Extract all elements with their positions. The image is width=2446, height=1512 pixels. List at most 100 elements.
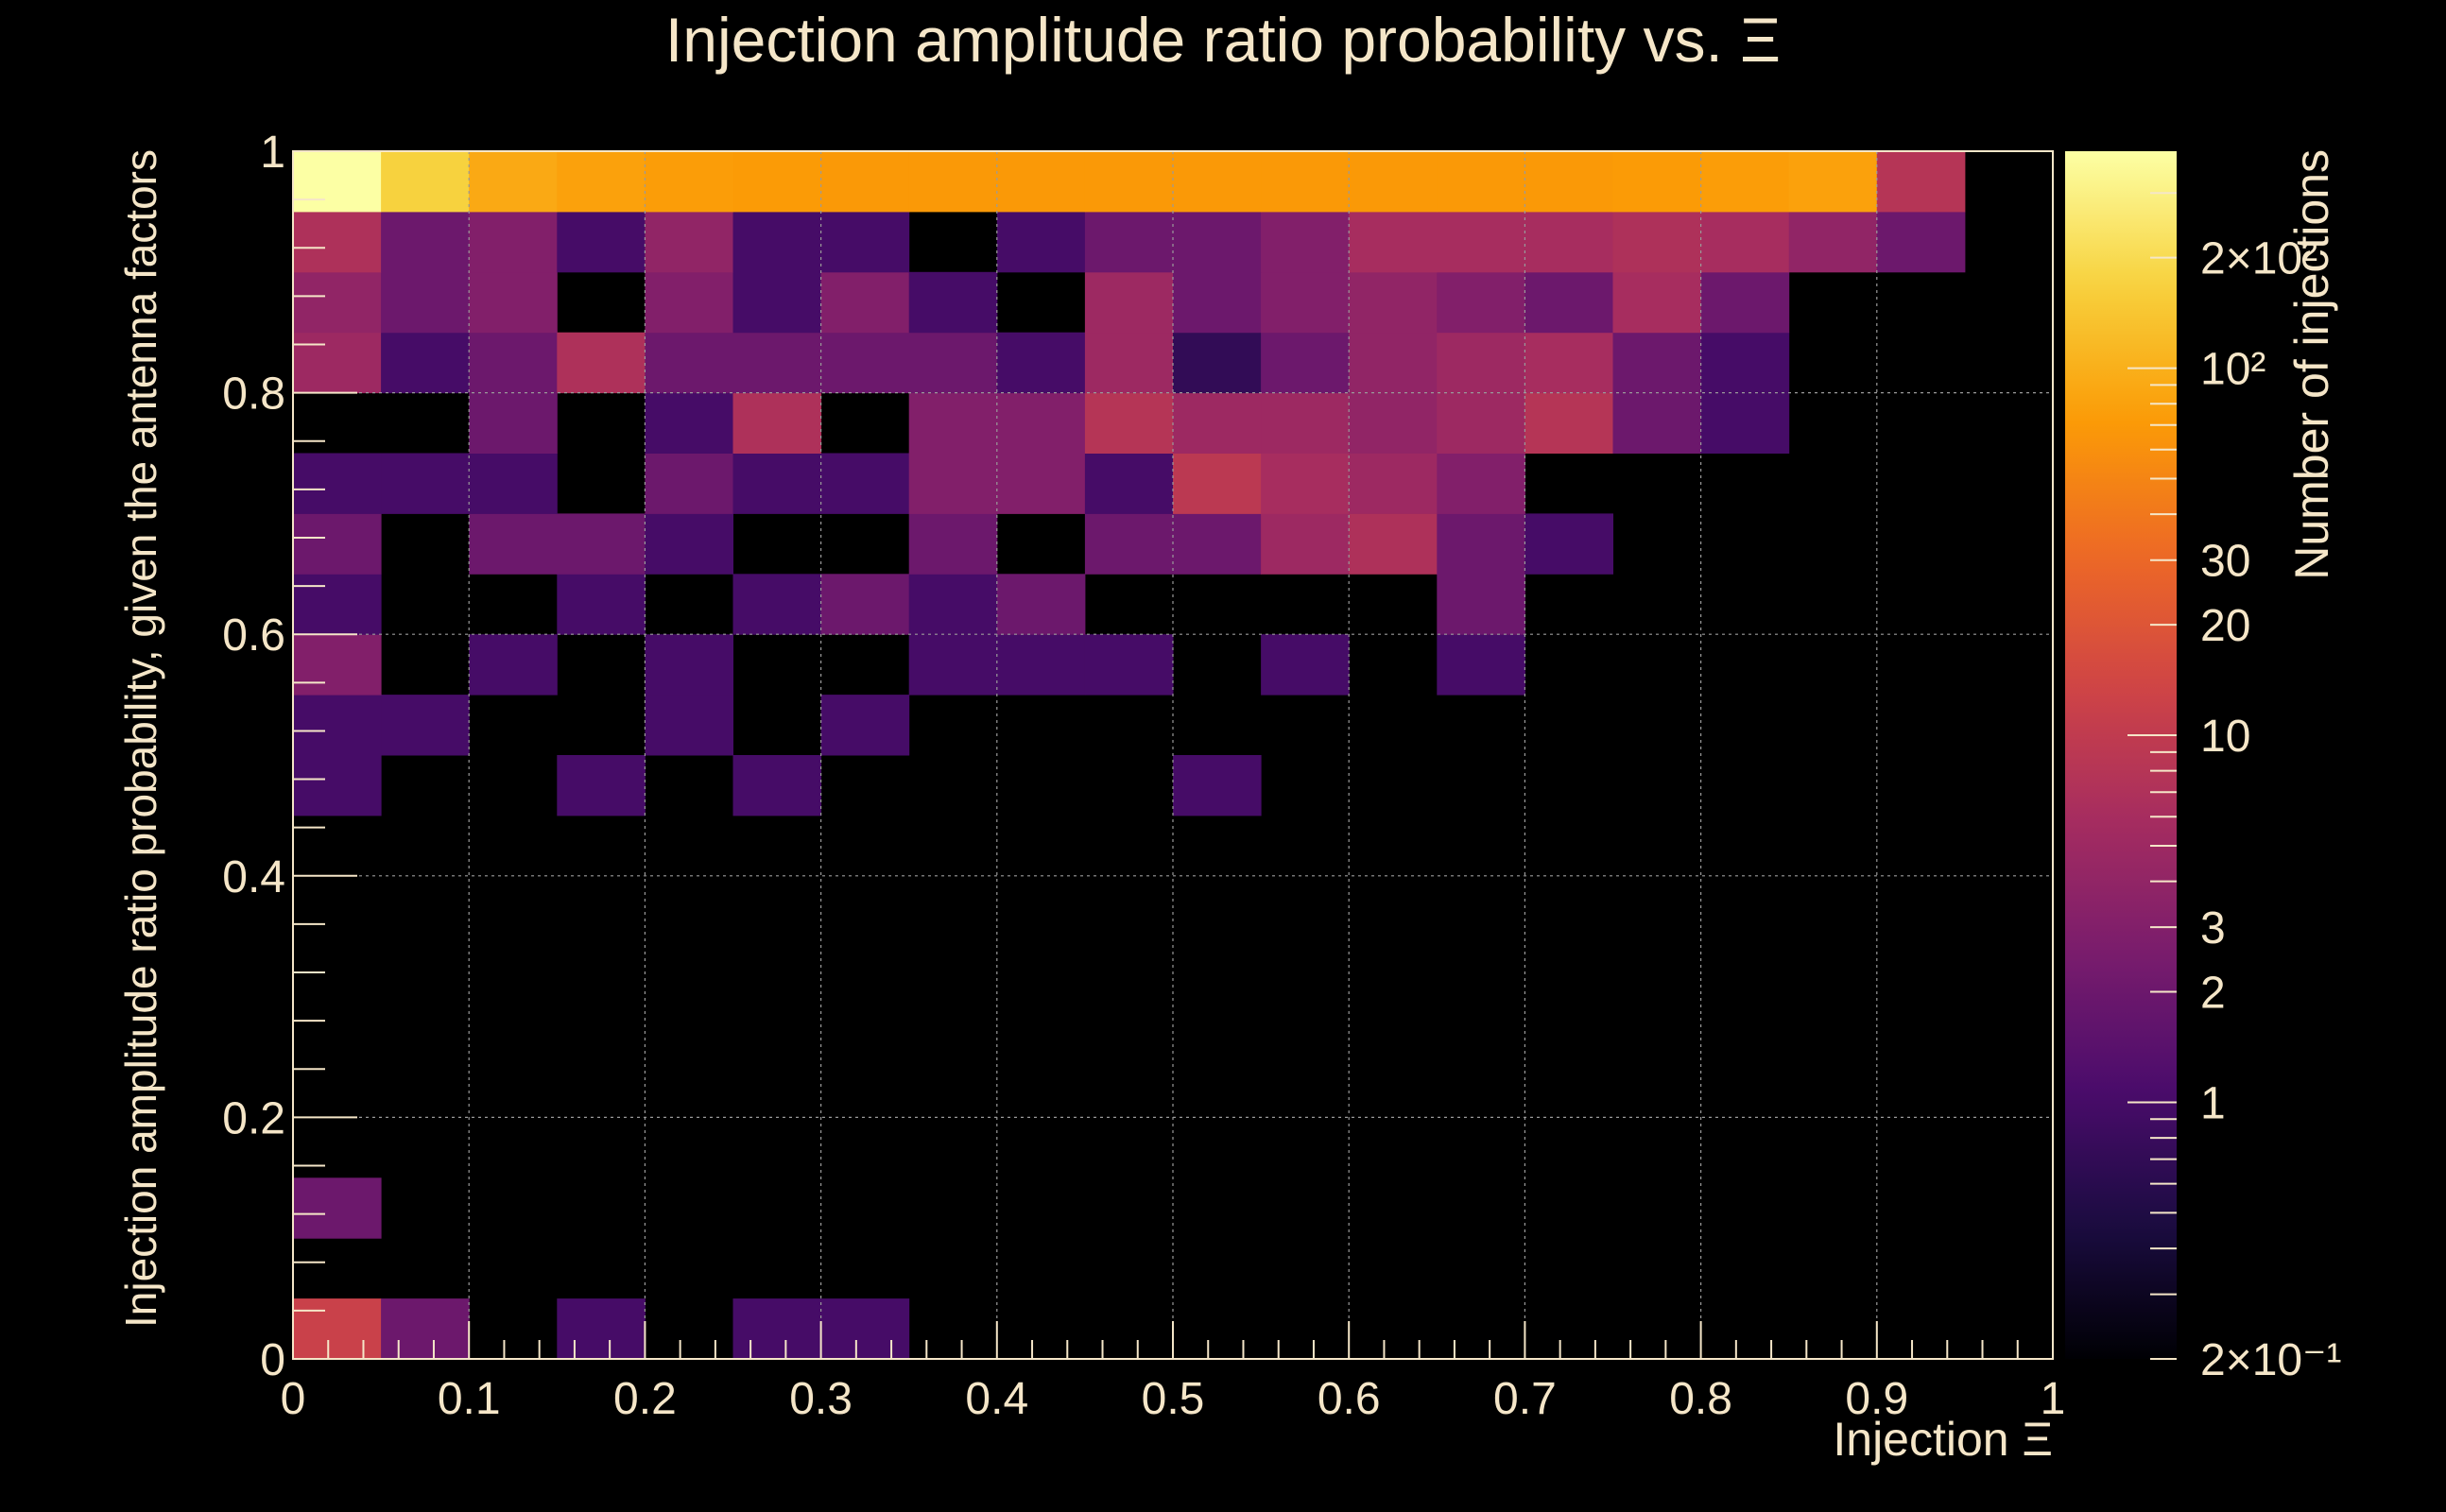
heatmap-cell [908,332,998,394]
heatmap-cell [1349,211,1438,273]
heatmap-cell [469,392,558,454]
heatmap-cell [820,1298,910,1360]
heatmap-cell [996,392,1086,454]
color-scale-label: Number of injections [2285,149,2338,580]
heatmap-cell [996,211,1086,273]
heatmap-cell [1612,271,1702,334]
heatmap-cell [1700,211,1790,273]
heatmap-cell [293,1177,382,1239]
x-tick-label: 0.4 [965,1374,1028,1424]
heatmap-cell [293,1298,382,1360]
heatmap-cell [732,211,822,273]
heatmap-cell [645,332,733,394]
x-tick-label: 0.5 [1142,1374,1205,1424]
heatmap-cell [557,1298,646,1360]
heatmap-cell [557,151,646,213]
heatmap-cell [1173,392,1262,454]
x-tick-label: 0.3 [789,1374,853,1424]
heatmap-cell [645,695,733,756]
color-scale-tick-label: 10² [2200,345,2265,395]
heatmap-cell [1173,755,1262,816]
heatmap-cell [1084,392,1174,454]
heatmap-cell [1261,634,1350,696]
x-tick-label: 0 [281,1374,306,1424]
heatmap-cell [1349,332,1438,394]
heatmap-cell [1084,271,1174,334]
x-axis-label: Injection Ξ [1833,1413,2053,1466]
heatmap-cell [293,695,382,756]
heatmap-cell [1788,151,1878,213]
heatmap-cell [1700,332,1790,394]
heatmap-cell [645,634,733,696]
color-scale-tick-label: 2×10⁻¹ [2200,1335,2341,1385]
color-scale-tick-label: 2×10² [2200,234,2317,284]
heatmap-cell [1437,513,1525,575]
heatmap-cell [293,151,382,213]
heatmap-cell [820,211,910,273]
x-tick-label: 0.2 [613,1374,677,1424]
heatmap-cell [293,271,382,334]
heatmap-cell [1084,151,1174,213]
heatmap-cell [908,513,998,575]
heatmap-cell [1084,513,1174,575]
heatmap-cell [1173,513,1262,575]
heatmap-cell [1084,211,1174,273]
x-tick-label: 0.8 [1669,1374,1732,1424]
heatmap-cell [1700,271,1790,334]
color-scale-ticks: 2×10⁻¹ 1 2 3 10 20 30 10² 2×10² [2127,192,2341,1385]
heatmap-cell [1524,151,1613,213]
x-axis-ticks: 0 0.1 0.2 0.3 0.4 0.5 0.6 0.7 0.8 0.9 1 [281,1321,2066,1424]
heatmap-cell [820,332,910,394]
heatmap-cell [381,453,470,514]
heatmap-cell [1173,332,1262,394]
color-scale-tick-label: 30 [2200,537,2250,587]
heatmap-cell [1876,211,1966,273]
heatmap-cell [1173,453,1262,514]
x-tick-label: 1 [2041,1374,2066,1424]
heatmap-cell [908,271,998,334]
heatmap-cell [1349,513,1438,575]
x-tick-label: 0.7 [1493,1374,1557,1424]
heatmap-cell [1349,151,1438,213]
color-scale-tick-label: 1 [2200,1078,2226,1128]
grid-lines [293,150,2053,1359]
heatmap-cell [381,1298,470,1360]
heatmap-cell [293,513,382,575]
heatmap-cell [732,271,822,334]
heatmap-cell [1612,392,1702,454]
heatmap-cell [1261,211,1350,273]
x-tick-label: 0.6 [1318,1374,1381,1424]
heatmap-cell [732,1298,822,1360]
heatmap-cell [908,151,998,213]
heatmap-cell [469,332,558,394]
x-tick-label: 0.1 [438,1374,501,1424]
heatmap-cell [1524,392,1613,454]
heatmap-cell [557,574,646,635]
heatmap-cell [1261,392,1350,454]
heatmap-cell [1261,271,1350,334]
heatmap-cell [732,574,822,635]
heatmap-cell [293,755,382,816]
y-tick-label: 0.2 [222,1093,285,1143]
heatmap-cell [645,392,733,454]
heatmap-cell [645,513,733,575]
heatmap-cell [645,151,733,213]
heatmap-cell [996,453,1086,514]
heatmap-cell [732,453,822,514]
heatmap-cells [293,151,1966,1360]
heatmap-cell [1437,332,1525,394]
y-tick-label: 0.6 [222,610,285,661]
y-tick-label: 1 [260,128,285,178]
heatmap-cell [1173,271,1262,334]
heatmap-cell [1437,634,1525,696]
heatmap-cell [1261,151,1350,213]
heatmap-cell [1788,211,1878,273]
heatmap-cell [1261,513,1350,575]
heatmap-cell [469,634,558,696]
heatmap-cell [1437,392,1525,454]
color-scale-tick-label: 3 [2200,903,2226,954]
heatmap-cell [820,695,910,756]
color-scale-tick-label: 10 [2200,712,2250,762]
heatmap-cell [908,453,998,514]
